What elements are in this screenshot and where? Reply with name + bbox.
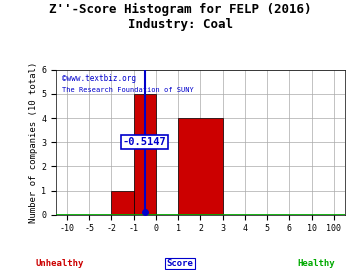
Text: The Research Foundation of SUNY: The Research Foundation of SUNY [62, 87, 193, 93]
Text: -0.5147: -0.5147 [123, 137, 166, 147]
Y-axis label: Number of companies (10 total): Number of companies (10 total) [30, 62, 39, 223]
Bar [178, 118, 223, 215]
Bar [134, 94, 156, 215]
Text: Healthy: Healthy [297, 259, 335, 268]
Text: Z''-Score Histogram for FELP (2016)
Industry: Coal: Z''-Score Histogram for FELP (2016) Indu… [49, 3, 311, 31]
Bar [112, 191, 134, 215]
Text: Score: Score [167, 259, 193, 268]
Text: ©www.textbiz.org: ©www.textbiz.org [62, 74, 136, 83]
Text: Unhealthy: Unhealthy [36, 259, 84, 268]
